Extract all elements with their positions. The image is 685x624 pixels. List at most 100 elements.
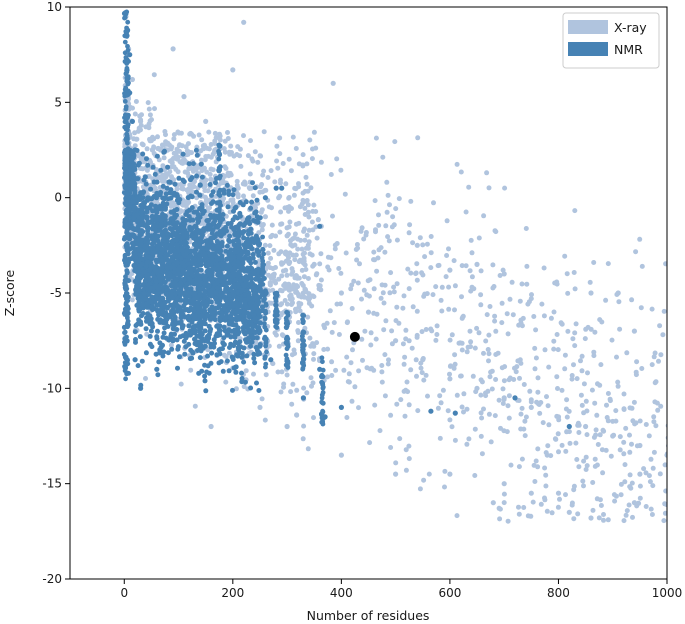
xray-point bbox=[502, 185, 508, 191]
nmr-point bbox=[189, 175, 195, 181]
xray-point bbox=[447, 471, 453, 477]
xray-point bbox=[284, 272, 290, 278]
xray-point bbox=[382, 282, 388, 288]
nmr-point bbox=[244, 353, 250, 359]
xray-point bbox=[210, 151, 216, 157]
xray-point bbox=[305, 209, 311, 215]
xray-point bbox=[146, 106, 152, 112]
xray-point bbox=[282, 251, 288, 257]
nmr-point bbox=[249, 246, 255, 252]
xray-point bbox=[468, 288, 474, 294]
nmr-point bbox=[188, 305, 194, 311]
nmr-point bbox=[134, 275, 140, 281]
xray-point bbox=[499, 300, 505, 306]
xray-point bbox=[521, 426, 527, 432]
xray-point bbox=[631, 399, 637, 405]
xray-point bbox=[274, 158, 280, 164]
xray-point bbox=[403, 447, 409, 453]
xray-point bbox=[488, 369, 494, 375]
nmr-point bbox=[152, 171, 158, 177]
xray-point bbox=[403, 336, 409, 342]
xray-point bbox=[263, 372, 269, 378]
xray-point bbox=[410, 240, 416, 246]
xray-point bbox=[147, 158, 153, 164]
xray-point bbox=[433, 337, 439, 343]
xray-point bbox=[618, 481, 624, 487]
xray-point bbox=[658, 403, 664, 409]
xray-point bbox=[311, 261, 317, 267]
nmr-point bbox=[197, 182, 203, 188]
nmr-point bbox=[215, 261, 220, 267]
xray-point bbox=[387, 202, 392, 208]
xray-point bbox=[217, 133, 223, 139]
xray-point bbox=[584, 432, 590, 438]
nmr-point bbox=[217, 351, 223, 357]
nmr-point bbox=[202, 290, 208, 295]
xray-point bbox=[359, 296, 364, 302]
xray-point bbox=[384, 209, 390, 215]
xray-point bbox=[238, 163, 244, 169]
xray-point bbox=[423, 327, 429, 332]
xray-point bbox=[476, 330, 482, 336]
nmr-point bbox=[132, 329, 138, 335]
xray-point bbox=[385, 361, 391, 367]
xray-point bbox=[162, 178, 168, 184]
xray-point bbox=[459, 294, 464, 300]
xray-point bbox=[531, 314, 537, 319]
xray-point bbox=[400, 305, 406, 311]
nmr-point bbox=[244, 216, 250, 222]
nmr-point bbox=[161, 258, 166, 264]
xray-point bbox=[324, 320, 330, 326]
nmr-point bbox=[168, 309, 174, 314]
xray-point bbox=[302, 237, 308, 243]
nmr-point bbox=[143, 181, 149, 187]
xray-point bbox=[467, 268, 473, 274]
nmr-point bbox=[248, 205, 254, 211]
xray-point bbox=[145, 100, 151, 106]
xray-point bbox=[286, 204, 292, 210]
xray-point bbox=[479, 379, 485, 385]
xray-point bbox=[655, 407, 661, 413]
xray-point bbox=[528, 490, 534, 496]
xray-point bbox=[627, 472, 633, 478]
xray-point bbox=[310, 146, 315, 152]
xray-point bbox=[621, 439, 627, 445]
xray-point bbox=[543, 450, 549, 456]
xray-point bbox=[576, 422, 582, 428]
xray-point bbox=[274, 143, 280, 149]
nmr-point bbox=[234, 352, 240, 358]
nmr-point bbox=[143, 326, 149, 332]
xray-point bbox=[247, 186, 253, 191]
xray-point bbox=[344, 415, 350, 420]
xray-point bbox=[541, 313, 547, 319]
xray-point bbox=[605, 261, 611, 267]
nmr-point bbox=[202, 328, 208, 334]
xray-point bbox=[363, 230, 369, 235]
nmr-point bbox=[186, 261, 191, 267]
xray-point bbox=[364, 292, 370, 298]
nmr-point bbox=[219, 313, 225, 319]
xray-point bbox=[593, 432, 599, 438]
xray-point bbox=[613, 493, 619, 499]
nmr-point bbox=[223, 248, 229, 254]
nmr-point bbox=[254, 249, 260, 255]
nmr-point bbox=[185, 244, 190, 250]
xray-point bbox=[507, 296, 513, 302]
xray-point bbox=[333, 367, 339, 373]
xray-point bbox=[527, 388, 533, 394]
xray-point bbox=[505, 403, 511, 409]
xray-point bbox=[300, 436, 306, 442]
xray-point bbox=[554, 374, 560, 380]
xray-point bbox=[650, 465, 656, 471]
xray-point bbox=[393, 471, 399, 477]
nmr-point bbox=[230, 192, 236, 198]
xray-point bbox=[404, 379, 410, 385]
nmr-point bbox=[155, 328, 160, 334]
nmr-point bbox=[247, 300, 253, 306]
nmr-point bbox=[204, 218, 210, 224]
xray-point bbox=[139, 112, 144, 118]
nmr-point bbox=[157, 206, 163, 212]
xray-point bbox=[329, 359, 335, 365]
nmr-point bbox=[195, 301, 201, 307]
xray-point bbox=[373, 135, 379, 141]
